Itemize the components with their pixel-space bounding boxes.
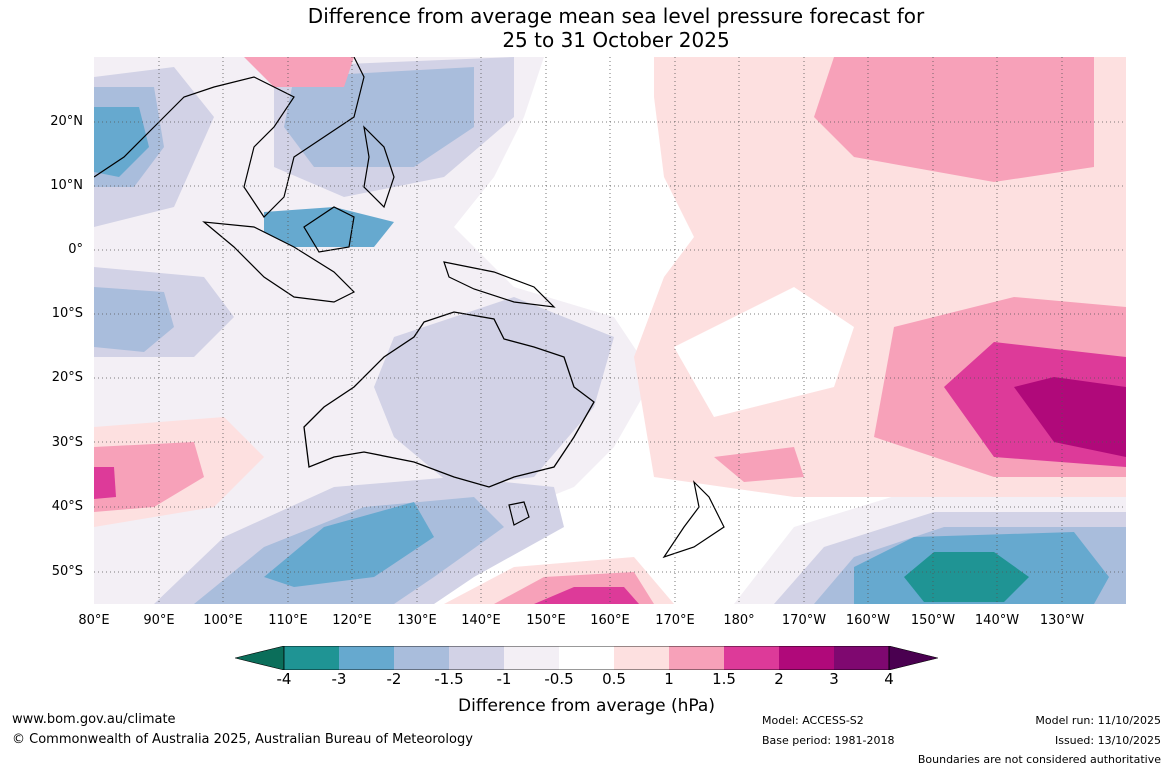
neg-region-indian-core — [94, 287, 174, 352]
lon-label-140e: 140°E — [461, 613, 501, 628]
colorbar-seg-11 — [834, 646, 889, 670]
colorbar-tick: 3 — [829, 670, 839, 688]
neg-region-australia — [374, 297, 614, 487]
footer-model-run: Model run: 11/10/2025 — [1035, 714, 1161, 727]
colorbar-outline — [283, 646, 890, 670]
lat-label-20s: 20°S — [51, 370, 83, 385]
lon-label-180: 180° — [723, 613, 755, 628]
colorbar — [235, 646, 938, 670]
colorbar-seg-0 — [235, 646, 285, 670]
lon-label-150e: 150°E — [526, 613, 566, 628]
colorbar-tick: 1.5 — [712, 670, 736, 688]
colorbar-seg-12 — [888, 646, 938, 670]
colorbar-tick: 4 — [884, 670, 894, 688]
lon-label-130w: 130°W — [1039, 613, 1085, 628]
pos-region-tasman — [714, 447, 804, 482]
lon-label-150w: 150°W — [910, 613, 956, 628]
colorbar-tick: 2 — [774, 670, 784, 688]
neg-se-core — [904, 552, 1029, 602]
pos-region-sw-3 — [94, 467, 116, 499]
pos-region-s-3 — [534, 587, 639, 604]
lat-label-50s: 50°S — [51, 564, 83, 579]
colorbar-tick: 0.5 — [602, 670, 626, 688]
chart-title-line1: Difference from average mean sea level p… — [307, 4, 925, 28]
colorbar-seg-6 — [559, 646, 614, 670]
lon-label-100e: 100°E — [203, 613, 243, 628]
colorbar-tick: -2 — [386, 670, 402, 688]
colorbar-seg-2 — [339, 646, 394, 670]
pos-region-ne — [814, 57, 1094, 182]
anomaly-field-svg — [94, 57, 1126, 604]
pos-region-ne-small — [244, 57, 354, 87]
pressure-anomaly-map — [94, 57, 1126, 604]
colorbar-title: Difference from average (hPa) — [458, 696, 715, 716]
lon-label-170w: 170°W — [781, 613, 827, 628]
pos-region-sw-2 — [94, 442, 204, 512]
colorbar-seg-7 — [614, 646, 669, 670]
lat-label-40s: 40°S — [51, 499, 83, 514]
colorbar-tick: -4 — [276, 670, 292, 688]
footer-copyright: © Commonwealth of Australia 2025, Austra… — [12, 732, 473, 747]
chart-title: Difference from average mean sea level p… — [0, 4, 1173, 52]
lon-label-90e: 90°E — [143, 613, 175, 628]
lon-label-170e: 170°E — [655, 613, 695, 628]
chart-title-line2: 25 to 31 October 2025 — [502, 28, 730, 52]
coastline-borneo-sumatra — [202, 206, 356, 303]
neg-belt-south-core — [264, 502, 434, 587]
lat-label-30s: 30°S — [51, 435, 83, 450]
graticule — [94, 57, 1126, 604]
coastline-asia — [94, 57, 365, 218]
footer-base-period: Base period: 1981-2018 — [762, 734, 895, 747]
colorbar-seg-3 — [394, 646, 449, 670]
colorbar-tick: -1.5 — [434, 670, 464, 688]
lon-label-160w: 160°W — [845, 613, 891, 628]
neg-region-nw-left-core — [94, 107, 149, 177]
coastline-new-guinea — [443, 261, 556, 308]
lat-label-0: 0° — [68, 242, 83, 257]
lon-label-160e: 160°E — [590, 613, 630, 628]
colorbar-tick: -0.5 — [544, 670, 574, 688]
lat-label-20n: 20°N — [50, 114, 83, 129]
coastline-new-zealand — [662, 480, 725, 559]
footer-url: www.bom.gov.au/climate — [12, 712, 176, 727]
colorbar-seg-1 — [284, 646, 339, 670]
lon-label-130e: 130°E — [397, 613, 437, 628]
colorbar-tick: -3 — [331, 670, 347, 688]
colorbar-seg-10 — [779, 646, 834, 670]
colorbar-tick: -1 — [496, 670, 512, 688]
coastline-tasmania — [508, 501, 530, 526]
colorbar-tick: 1 — [664, 670, 674, 688]
footer-model: Model: ACCESS-S2 — [762, 714, 864, 727]
pos-region-neareast-clear — [674, 287, 854, 417]
colorbar-seg-9 — [724, 646, 779, 670]
lon-label-110e: 110°E — [268, 613, 308, 628]
colorbar-seg-8 — [669, 646, 724, 670]
lat-label-10s: 10°S — [51, 306, 83, 321]
colorbar-seg-4 — [449, 646, 504, 670]
lat-label-10n: 10°N — [50, 178, 83, 193]
lon-label-140w: 140°W — [974, 613, 1020, 628]
lon-label-120e: 120°E — [332, 613, 372, 628]
coastline-australia — [303, 311, 595, 488]
neg-region-maritime — [264, 207, 394, 247]
colorbar-seg-5 — [504, 646, 559, 670]
coastline-philippines — [363, 125, 395, 209]
lon-label-80e: 80°E — [78, 613, 110, 628]
pos-region-e-3 — [1014, 377, 1126, 457]
footer-issued: Issued: 13/10/2025 — [1054, 734, 1161, 747]
footer-disclaimer: Boundaries are not considered authoritat… — [917, 753, 1161, 766]
neg-region-nw-mid — [284, 67, 474, 167]
